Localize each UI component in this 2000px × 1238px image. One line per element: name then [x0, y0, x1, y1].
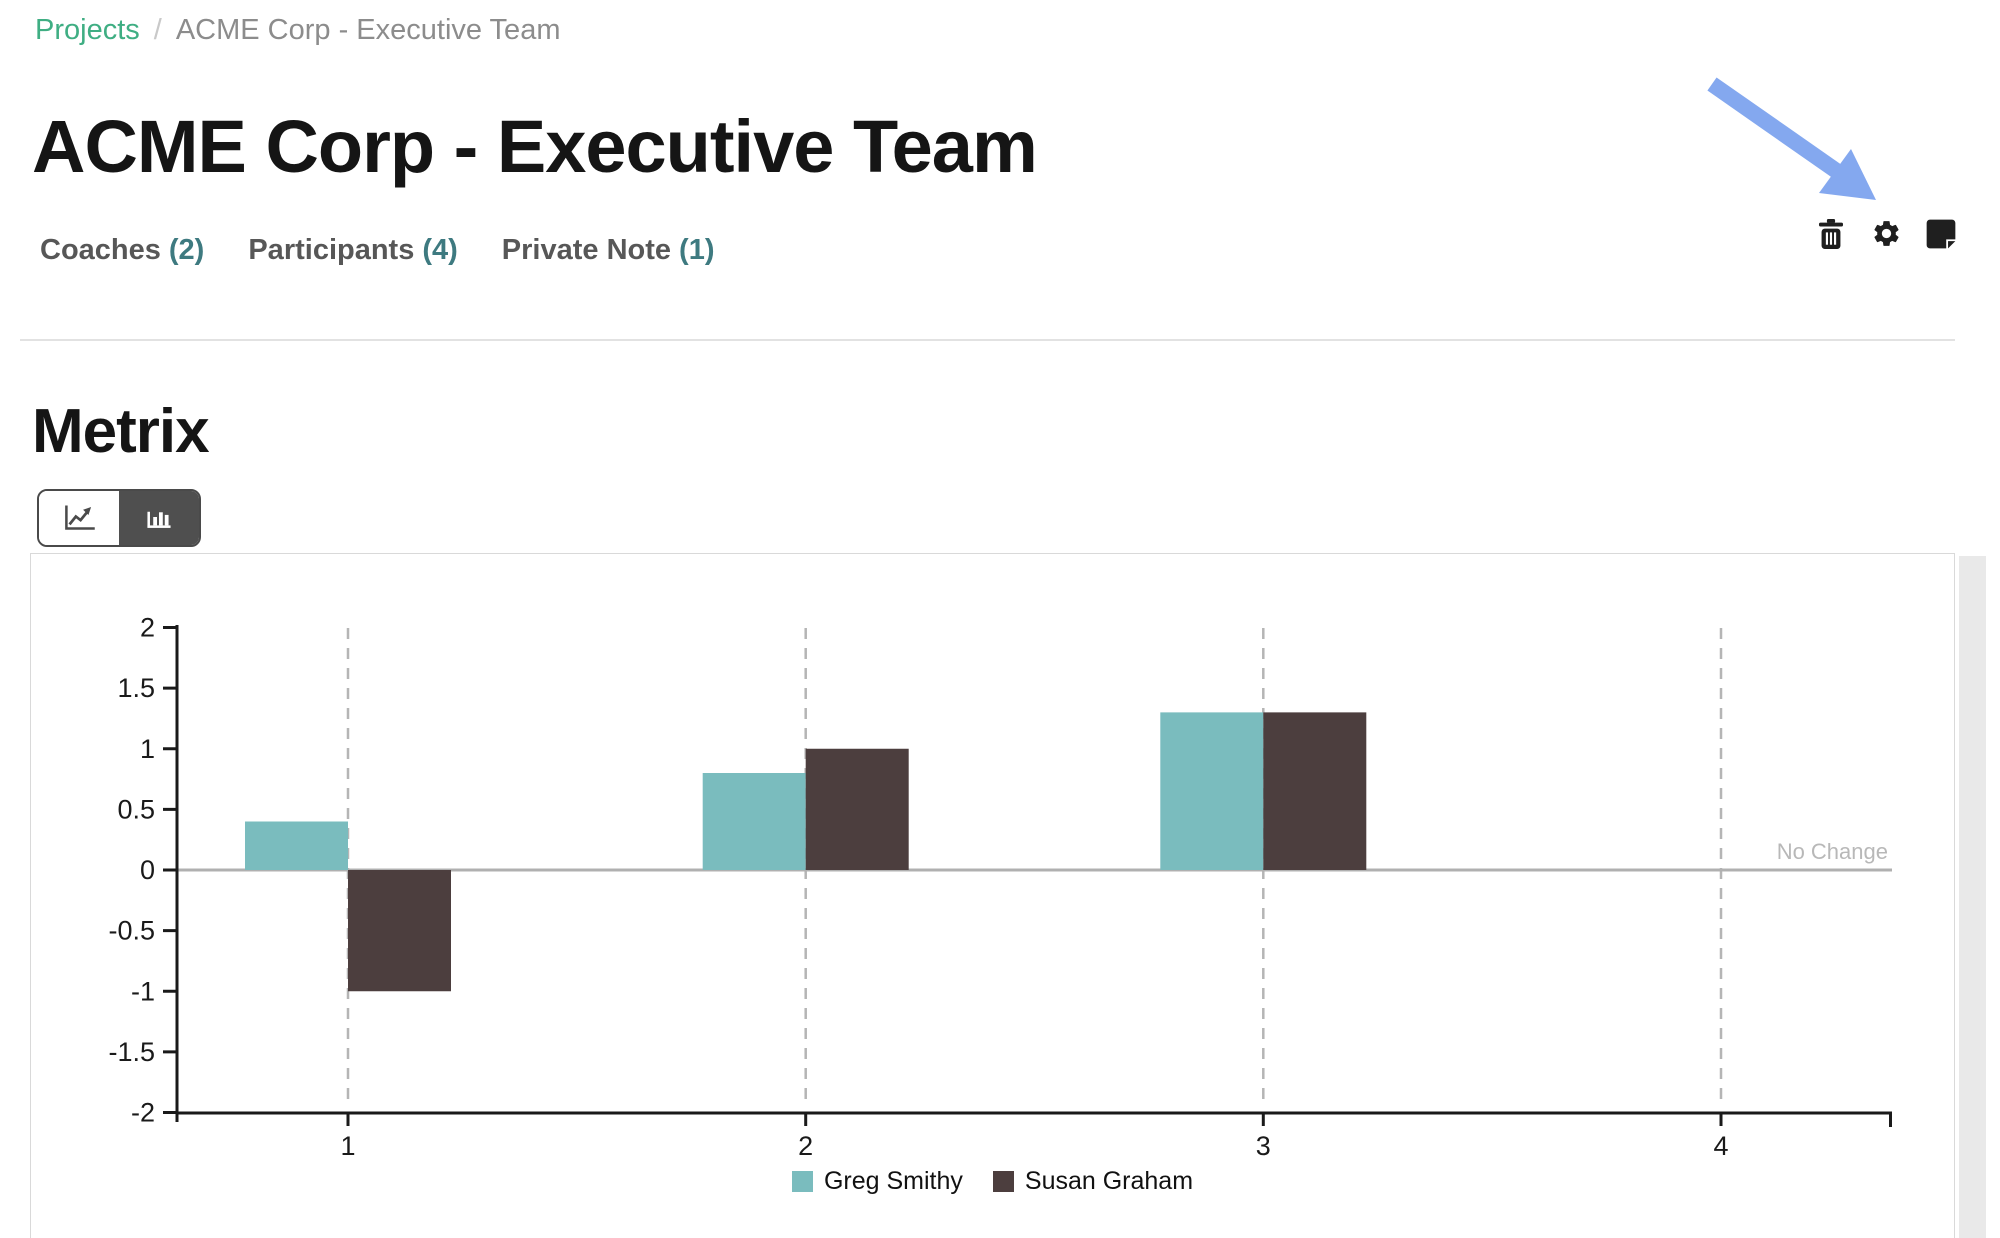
chart-legend: Greg Smithy Susan Graham: [30, 1167, 1955, 1196]
tab-private-note-count: (1): [679, 234, 715, 266]
legend-label: Susan Graham: [1024, 1167, 1194, 1195]
tab-coaches-count: (2): [168, 234, 205, 266]
tab-participants[interactable]: Participants (4): [248, 234, 457, 267]
page-title: ACME Corp - Executive Team: [32, 105, 1038, 188]
tab-bar: Coaches (2) Participants (4) Private Note(…: [40, 234, 714, 267]
breadcrumb-projects-link[interactable]: Projects: [35, 14, 140, 46]
breadcrumb: Projects / ACME Corp - Executive Team: [35, 14, 560, 47]
annotation-arrow: [1707, 77, 1876, 200]
toolbar: [1815, 218, 1957, 252]
breadcrumb-separator: /: [153, 14, 162, 46]
delete-button[interactable]: [1815, 218, 1847, 252]
legend-item[interactable]: Greg Smithy: [791, 1167, 963, 1196]
tab-participants-label: Participants: [248, 234, 415, 266]
legend-swatch: [992, 1171, 1014, 1192]
settings-button[interactable]: [1870, 219, 1902, 251]
note-icon: [1925, 219, 1957, 252]
chart-type-toggle: [37, 489, 201, 547]
private-note-button[interactable]: [1925, 219, 1957, 251]
legend-item[interactable]: Susan Graham: [992, 1167, 1194, 1196]
legend-swatch: [791, 1171, 813, 1192]
tab-private-note[interactable]: Private Note (1): [502, 234, 715, 267]
bar-chart-icon: [138, 499, 180, 538]
tab-participants-count: (4): [422, 234, 458, 266]
tab-coaches-label: Coaches: [40, 234, 161, 266]
line-chart-toggle-button[interactable]: [39, 491, 119, 545]
breadcrumb-current: ACME Corp - Executive Team: [175, 14, 561, 46]
gear-icon: [1871, 218, 1902, 252]
tab-private-note-label: Private Note: [501, 234, 672, 266]
legend-label: Greg Smithy: [823, 1167, 963, 1195]
bar-chart-toggle-button[interactable]: [119, 491, 199, 545]
tab-coaches[interactable]: Coaches (2): [40, 234, 204, 267]
line-chart-icon: [58, 499, 100, 538]
section-title: Metrix: [32, 397, 210, 466]
scrollbar-track[interactable]: [1959, 556, 1986, 1238]
trash-icon: [1818, 218, 1844, 252]
divider: [20, 339, 1955, 341]
chart-container: [30, 553, 1955, 1238]
